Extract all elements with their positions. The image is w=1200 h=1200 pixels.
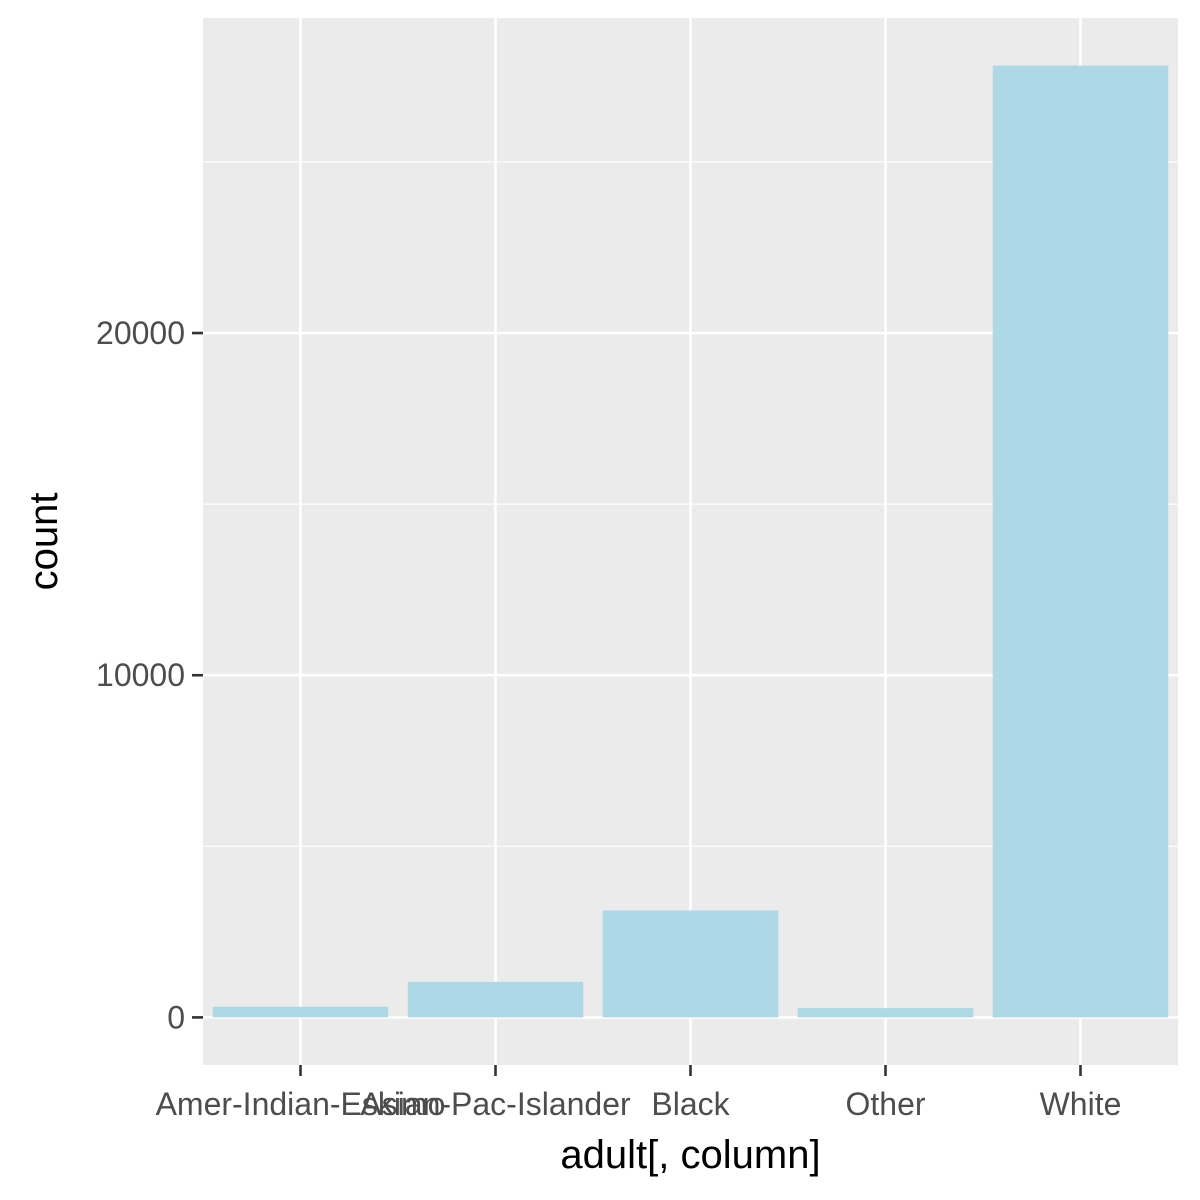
y-tick-label: 0 [167, 999, 185, 1035]
y-axis: 0 10000 20000 [96, 315, 203, 1035]
y-tick-label: 10000 [96, 657, 185, 693]
x-tick-label: White [1040, 1086, 1122, 1122]
bars [212, 65, 1169, 1018]
bar [212, 1006, 389, 1018]
bar [407, 981, 584, 1018]
bar [797, 1008, 974, 1018]
x-tick-label: Black [651, 1086, 730, 1122]
x-tick-label: Amer-Indian-Eskimo [156, 1086, 446, 1122]
bar [602, 910, 779, 1018]
bar [992, 65, 1169, 1018]
x-tick-label: Asian-Pac-Islander [360, 1086, 631, 1122]
x-axis-title: adult[, column] [560, 1133, 820, 1177]
y-tick-label: 20000 [96, 315, 185, 351]
x-tick-label: Other [845, 1086, 925, 1122]
y-axis-title: count [22, 493, 66, 591]
